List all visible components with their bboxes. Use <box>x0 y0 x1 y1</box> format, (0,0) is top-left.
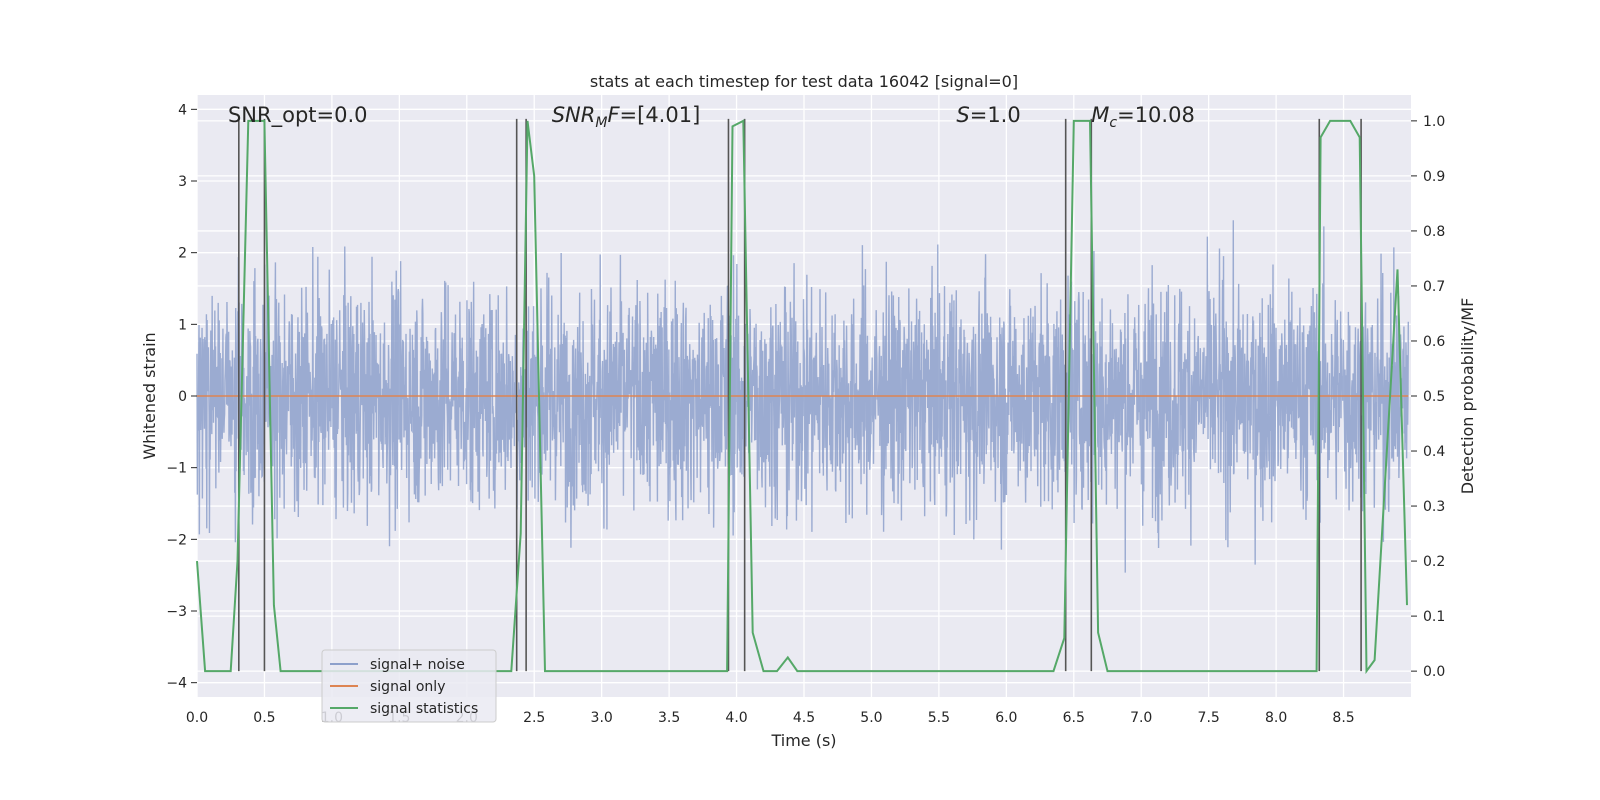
detection-lines <box>238 118 1362 672</box>
signal-noise-trace <box>196 220 1409 573</box>
y-left-tick-label: 0 <box>178 389 187 405</box>
y-left-tick-label: 4 <box>178 102 187 118</box>
y-left-tick-label: −1 <box>166 461 187 477</box>
y-right-tick-label: 1.0 <box>1423 114 1445 130</box>
y-left-tick-label: −2 <box>166 532 187 548</box>
y-right-axis-label: Detection probability/MF <box>1458 298 1477 495</box>
y-right-tick-label: 0.6 <box>1423 334 1445 350</box>
x-tick-label: 4.0 <box>725 710 747 726</box>
x-tick-label: 0.5 <box>253 710 275 726</box>
y-left-tick-label: 1 <box>178 317 187 333</box>
x-tick-label: 6.0 <box>995 710 1017 726</box>
x-tick-label: 8.5 <box>1332 710 1354 726</box>
legend-entry: signal statistics <box>370 701 478 717</box>
x-tick-label: 0.0 <box>186 710 208 726</box>
y-left-tick-label: −4 <box>166 676 187 692</box>
x-tick-label: 2.5 <box>523 710 545 726</box>
y-right-tick-label: 0.0 <box>1423 664 1445 680</box>
y-right-tick-label: 0.3 <box>1423 499 1445 515</box>
annotation-snr-opt: SNR_opt=0.0 <box>228 103 368 128</box>
annotation-s: S=1.0 <box>956 103 1020 127</box>
y-right-tick-label: 0.7 <box>1423 279 1445 295</box>
y-right-tick-label: 0.8 <box>1423 224 1445 240</box>
y-left-tick-label: 2 <box>178 246 187 262</box>
x-tick-label: 4.5 <box>793 710 815 726</box>
x-tick-label: 5.0 <box>860 710 882 726</box>
legend: signal+ noise signal only signal statistic… <box>321 649 497 723</box>
y-right-tick-label: 0.9 <box>1423 169 1445 185</box>
y-left-tick-label: 3 <box>178 174 187 190</box>
x-tick-label: 3.0 <box>591 710 613 726</box>
x-tick-label: 7.5 <box>1198 710 1220 726</box>
y-right-tick-label: 0.5 <box>1423 389 1445 405</box>
chart-title: stats at each timestep for test data 160… <box>590 72 1018 91</box>
annotation-snr-mf: SNRMF=[4.01] <box>552 103 701 131</box>
annotations: SNR_opt=0.0 SNRMF=[4.01] S=1.0 Mc=10.08 <box>228 103 1195 131</box>
legend-entry: signal only <box>370 679 445 695</box>
x-axis-label: Time (s) <box>770 731 836 750</box>
signal-noise-series <box>196 220 1409 573</box>
x-tick-label: 3.5 <box>658 710 680 726</box>
legend-entry: signal+ noise <box>370 657 465 673</box>
y-left-axis-ticks: 4 3 2 1 0 −1 −2 −3 −4 <box>166 102 197 692</box>
y-right-axis-ticks: 1.0 0.9 0.8 0.7 0.6 0.5 0.4 0.3 0.2 0.1 0.0 <box>1411 114 1445 680</box>
x-tick-label: 6.5 <box>1063 710 1085 726</box>
y-right-tick-label: 0.2 <box>1423 554 1445 570</box>
legend-box <box>321 649 497 723</box>
y-right-tick-label: 0.1 <box>1423 609 1445 625</box>
y-left-tick-label: −3 <box>166 604 187 620</box>
y-right-tick-label: 0.4 <box>1423 444 1445 460</box>
x-tick-label: 7.0 <box>1130 710 1152 726</box>
x-tick-label: 5.5 <box>928 710 950 726</box>
signal-statistics-line <box>196 119 1408 675</box>
annotation-mc: Mc=10.08 <box>1091 103 1195 131</box>
y-left-axis-label: Whitened strain <box>140 332 159 459</box>
x-tick-label: 8.0 <box>1265 710 1287 726</box>
